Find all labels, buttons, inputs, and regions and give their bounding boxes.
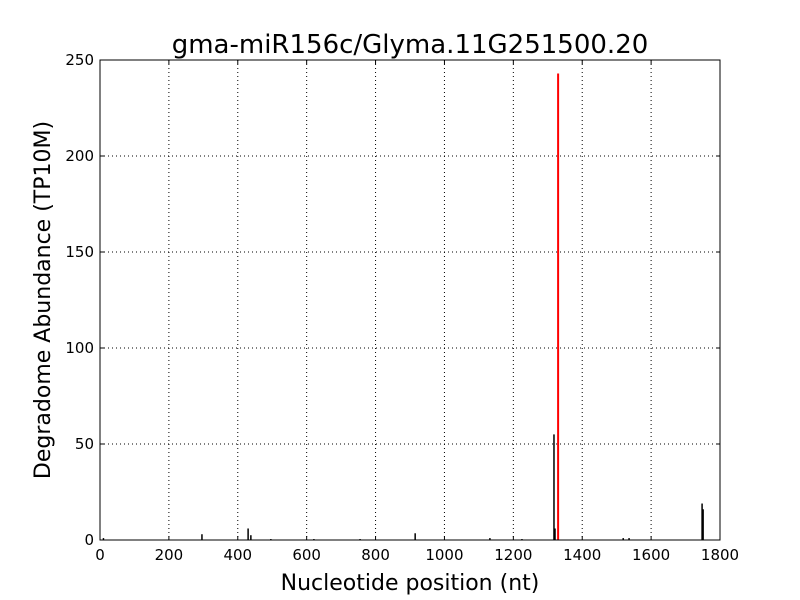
y-tick-label: 200 (65, 147, 94, 165)
x-tick-label: 0 (95, 546, 105, 564)
x-tick-label: 1200 (494, 546, 532, 564)
chart-title: gma-miR156c/Glyma.11G251500.20 (172, 30, 649, 60)
y-tick-label: 0 (84, 531, 94, 549)
x-tick-label: 600 (292, 546, 321, 564)
x-tick-label: 1600 (632, 546, 670, 564)
y-tick-label: 100 (65, 339, 94, 357)
x-tick-label: 200 (155, 546, 184, 564)
y-tick-label: 50 (75, 435, 94, 453)
y-tick-label: 250 (65, 51, 94, 69)
x-tick-label: 1000 (425, 546, 463, 564)
plot-frame (99, 59, 721, 541)
x-tick-label: 1800 (701, 546, 739, 564)
x-tick-label: 800 (361, 546, 390, 564)
y-axis-label: Degradome Abundance (TP10M) (31, 121, 56, 479)
x-tick-label: 1400 (563, 546, 601, 564)
x-tick-label: 400 (223, 546, 252, 564)
y-tick-label: 150 (65, 243, 94, 261)
x-axis-label: Nucleotide position (nt) (281, 571, 540, 596)
